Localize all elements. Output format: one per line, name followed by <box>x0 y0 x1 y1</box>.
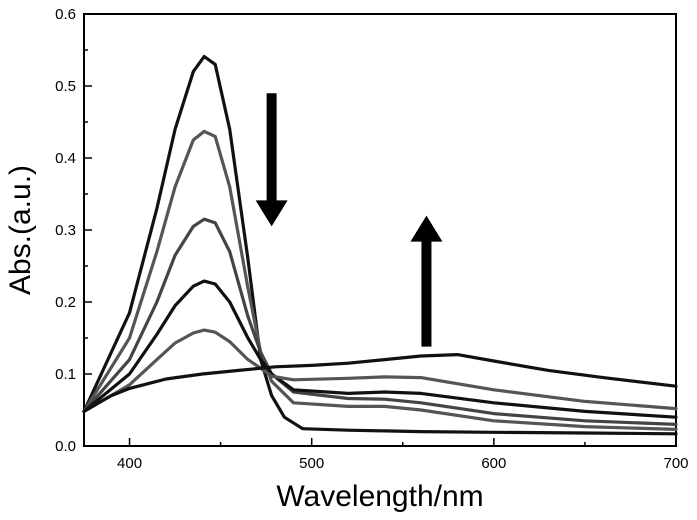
series-lines <box>84 57 676 434</box>
y-tick-label: 0.0 <box>55 438 76 455</box>
x-tick-label: 700 <box>663 455 688 472</box>
x-tick-label: 400 <box>117 455 142 472</box>
y-tick-label: 0.1 <box>55 366 76 383</box>
x-axis-title: Wavelength/nm <box>276 480 483 513</box>
arrow-up-icon <box>410 216 442 347</box>
series-line-4 <box>84 281 676 417</box>
y-tick-label: 0.5 <box>55 78 76 95</box>
y-tick-label: 0.2 <box>55 294 76 311</box>
y-tick-label: 0.4 <box>55 150 76 167</box>
annotations <box>256 93 443 346</box>
y-tick-label: 0.3 <box>55 222 76 239</box>
x-tick-label: 600 <box>481 455 506 472</box>
y-axis-title: Abs.(a.u.) <box>4 165 37 295</box>
series-line-2 <box>84 131 676 429</box>
arrow-down-icon <box>256 93 288 226</box>
x-tick-label: 500 <box>299 455 324 472</box>
y-tick-label: 0.6 <box>55 6 76 23</box>
plot-frame <box>84 14 676 446</box>
